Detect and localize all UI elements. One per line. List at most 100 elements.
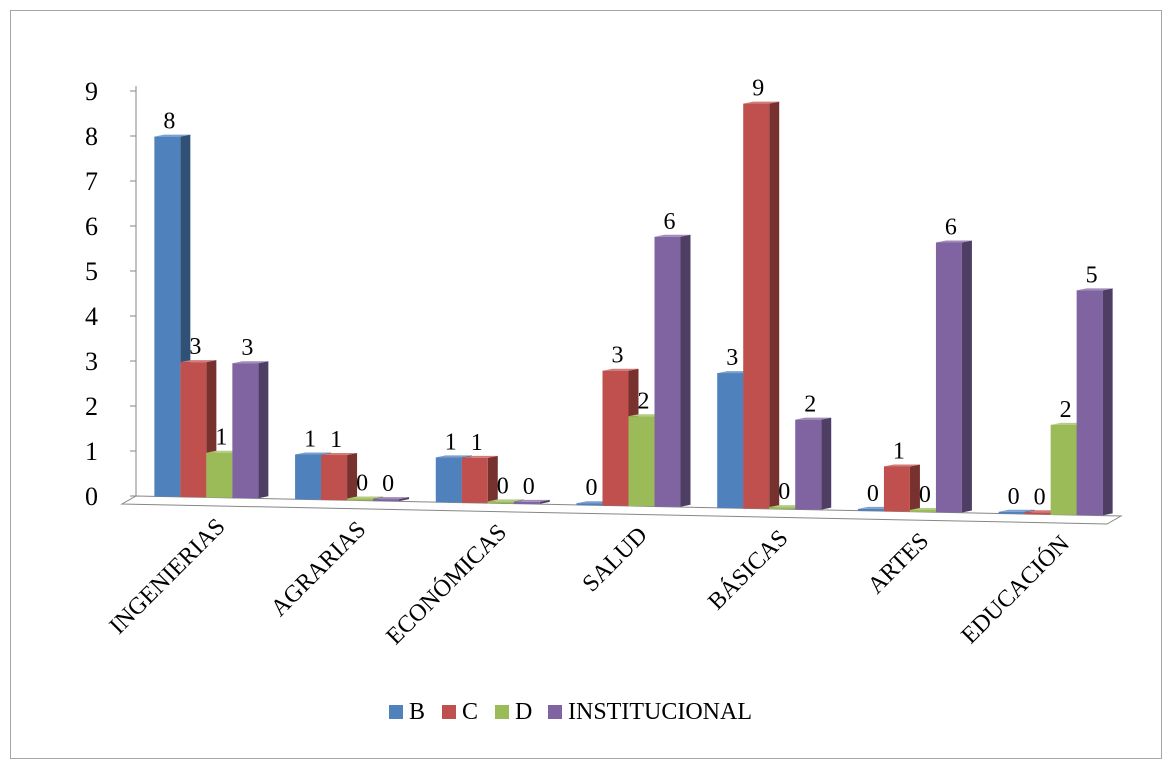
category-label: AGRARIAS [266, 517, 371, 622]
bar-top [743, 101, 780, 104]
bar-top [180, 360, 217, 363]
bar [321, 453, 358, 501]
data-label: 3 [726, 345, 738, 371]
bar-top [998, 509, 1035, 512]
bar-top [154, 134, 191, 137]
bar-front [998, 511, 1025, 514]
bar-front [576, 503, 603, 506]
legend-swatch [442, 705, 456, 719]
data-label: 0 [778, 479, 790, 505]
y-tick-label: 2 [85, 392, 98, 421]
data-label: 0 [382, 471, 394, 497]
bar-top [883, 464, 920, 467]
data-label: 5 [1086, 262, 1098, 288]
legend: B C D INSTITUCIONAL [389, 699, 752, 725]
data-label: 1 [445, 429, 457, 455]
bar-top [373, 497, 410, 500]
bar [373, 497, 410, 502]
category-label: SALUD [578, 522, 653, 597]
data-label: 6 [945, 215, 957, 241]
bar-top [1076, 288, 1113, 291]
bars-layer [154, 101, 1113, 516]
bar-top [461, 455, 498, 458]
bar-front [883, 466, 910, 512]
category-label: BÁSICAS [703, 525, 793, 615]
bar-front [513, 501, 540, 504]
bar-front [857, 508, 884, 511]
bar-top [654, 234, 691, 237]
data-label: 1 [304, 426, 316, 452]
legend-label: D [515, 699, 532, 725]
bar-top [435, 455, 472, 458]
bar-top [602, 368, 639, 371]
y-tick-label: 0 [85, 482, 98, 511]
y-tick-label: 6 [85, 212, 98, 241]
bar-front [717, 373, 744, 509]
legend-swatch [495, 705, 509, 719]
data-label: 6 [664, 209, 676, 235]
bar-front [1050, 424, 1077, 515]
data-label: 0 [356, 471, 368, 497]
bar-top [347, 496, 384, 499]
bar-front [602, 370, 629, 506]
y-tick-label: 1 [85, 437, 98, 466]
bar-side [769, 101, 780, 509]
y-tick-label: 5 [85, 257, 98, 286]
y-tick-label: 7 [85, 167, 98, 196]
data-label: 3 [189, 334, 201, 360]
data-label: 0 [586, 475, 598, 501]
data-label: 3 [241, 335, 253, 361]
data-label: 8 [163, 109, 175, 135]
y-tick-label: 8 [85, 122, 98, 151]
category-label: EDUCACIÓN [956, 530, 1075, 649]
bar-side [347, 453, 358, 501]
data-label: 2 [638, 388, 650, 414]
legend-swatch [389, 705, 403, 719]
data-label: 2 [1060, 397, 1072, 423]
bar-front [654, 236, 681, 507]
bar [654, 234, 691, 507]
data-label: 0 [497, 473, 509, 499]
bar-front [347, 498, 374, 501]
bar [513, 499, 550, 504]
bar-side [961, 240, 972, 513]
bar-side [821, 417, 832, 510]
data-label: 9 [752, 76, 764, 102]
bar-front [769, 507, 796, 510]
bar-front [435, 457, 462, 503]
bar-side [909, 464, 920, 512]
category-label: ECONÓMICAS [381, 519, 512, 650]
legend-label: B [409, 699, 425, 725]
bar-front [1024, 512, 1051, 515]
bar [883, 464, 920, 512]
bar-front [743, 103, 770, 509]
bar-side [680, 234, 691, 507]
bar-side [399, 497, 410, 502]
bar [935, 240, 972, 513]
legend-label: C [462, 699, 478, 725]
bar-front [935, 242, 962, 513]
data-label: 3 [612, 343, 624, 369]
bar-front [321, 455, 348, 501]
bar [232, 361, 269, 499]
bar-front [909, 509, 936, 512]
data-label: 0 [867, 481, 879, 507]
bar-top [232, 361, 269, 364]
bar [743, 101, 780, 509]
category-label: INGENIERIAS [105, 514, 231, 640]
data-label: 1 [215, 425, 227, 451]
legend-label: INSTITUCIONAL [568, 699, 752, 725]
y-tick-label: 9 [85, 77, 98, 106]
bar-top [295, 452, 332, 455]
bar-front [628, 416, 655, 507]
category-label: ARTES [863, 528, 934, 599]
data-label: 1 [330, 427, 342, 453]
bar [461, 455, 498, 503]
bar-side [539, 499, 550, 504]
bar-front [206, 452, 233, 498]
bar [1076, 288, 1113, 516]
data-label: 0 [523, 474, 535, 500]
